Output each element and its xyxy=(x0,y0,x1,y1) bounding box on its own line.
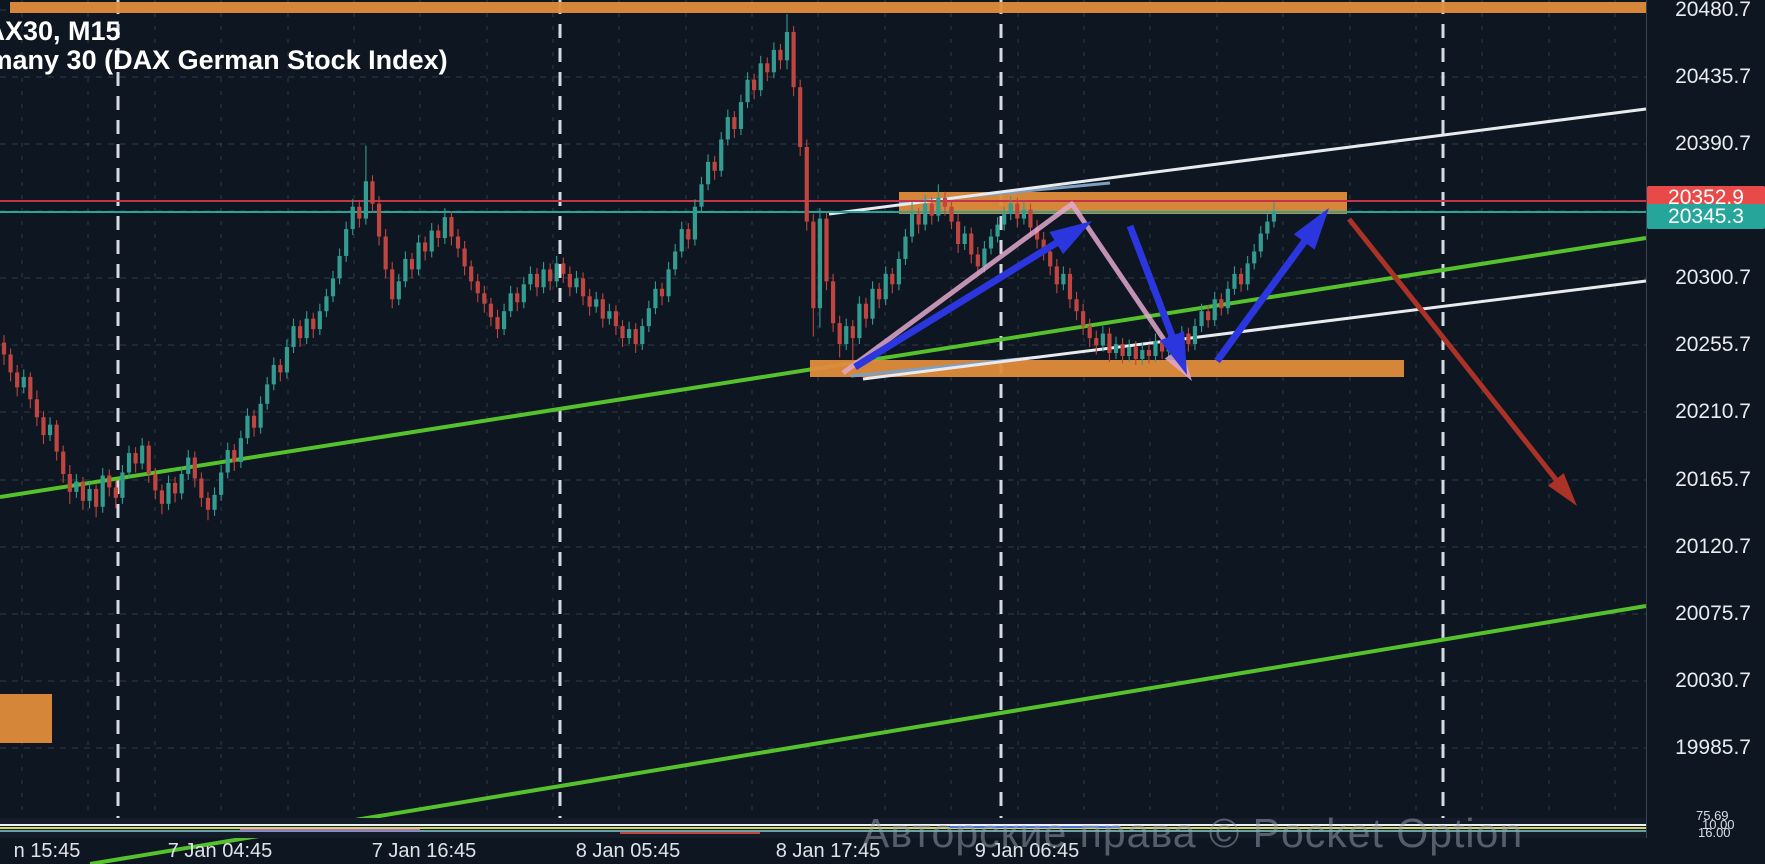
price-axis-label: 20075.7 xyxy=(1675,602,1751,625)
price-axis-label: 20210.7 xyxy=(1675,400,1751,423)
time-axis-label: 7 Jan 04:45 xyxy=(167,840,273,862)
time-axis-label: 9 Jan 06:45 xyxy=(974,840,1080,862)
annotation-arrow-pink-leg-up xyxy=(841,200,1076,376)
marked-price-value: 20352.9 xyxy=(1668,186,1744,209)
price-axis-label: 20435.7 xyxy=(1675,65,1751,88)
price-axis-label: 20480.7 xyxy=(1675,0,1751,21)
price-axis-label: 19985.7 xyxy=(1675,736,1751,759)
candles xyxy=(1,14,1277,521)
current-price-value: 20345.3 xyxy=(1668,204,1744,228)
collapsed-panel-label: 16.00 xyxy=(1698,825,1731,840)
time-axis-label: n 15:45 xyxy=(13,840,81,862)
price-axis[interactable]: 20480.7 20435.7 20390.7 20300.7 20255.7 20210… xyxy=(1646,0,1765,864)
annotation-arrow-blue-impulse-up-2 xyxy=(1214,208,1329,364)
collapsed-panel-label: 10.00 xyxy=(1702,817,1735,832)
zone-demand-deep xyxy=(0,694,52,743)
time-axis-label: 8 Jan 05:45 xyxy=(575,840,681,862)
price-axis-label: 20165.7 xyxy=(1675,468,1751,491)
price-axis-label: 20030.7 xyxy=(1675,669,1751,692)
white-channel-upper xyxy=(828,107,1647,216)
zone-supply-top xyxy=(10,2,1646,13)
price-axis-border xyxy=(1646,0,1647,838)
white-channel-lower xyxy=(862,279,1647,381)
time-axis-label: 8 Jan 17:45 xyxy=(775,840,881,862)
annotation-arrow-blue-pullback-down xyxy=(1126,224,1187,375)
price-axis-label: 20120.7 xyxy=(1675,535,1751,558)
price-axis-label: 20300.7 xyxy=(1675,266,1751,289)
price-axis-label: 20255.7 xyxy=(1675,333,1751,356)
price-axis-label: 20390.7 xyxy=(1675,132,1751,155)
time-axis-label: 7 Jan 16:45 xyxy=(371,840,477,862)
current-price-badge: 20345.3 xyxy=(1647,204,1765,229)
annotation-arrow-red-projection-down xyxy=(1347,217,1577,506)
annotation-arrow-blue-impulse-up-1 xyxy=(853,221,1092,370)
collapsed-panel-label: 75.69 xyxy=(1696,808,1729,823)
